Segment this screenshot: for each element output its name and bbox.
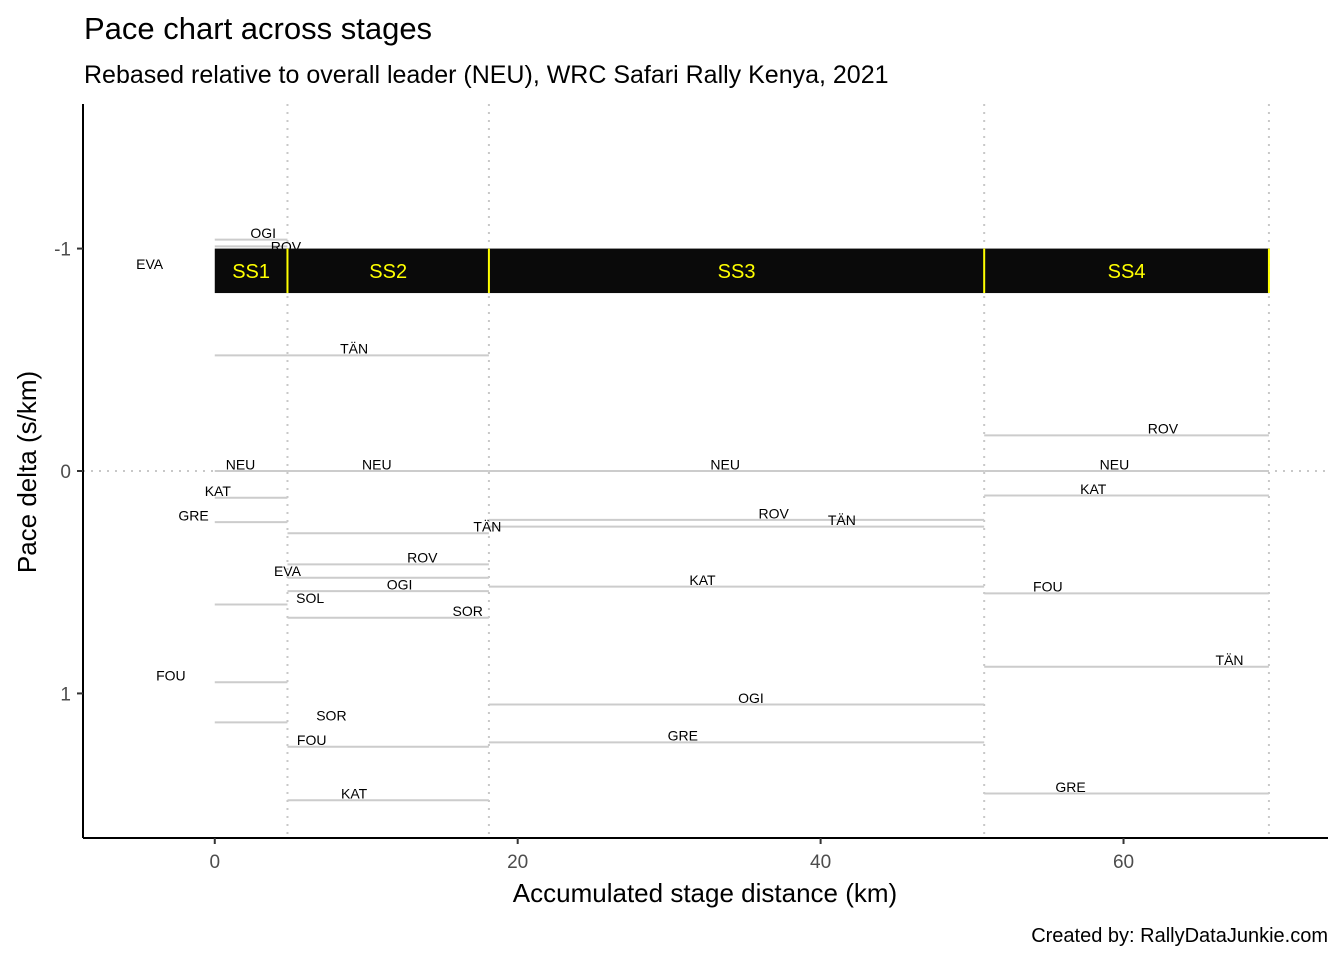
stage-label-ss1: SS1 xyxy=(232,261,270,283)
segment-label-ss3-rov: ROV xyxy=(758,505,789,521)
segment-label-ss2-tän: TÄN xyxy=(340,341,368,357)
segment-label-ss1-gre: GRE xyxy=(178,507,208,523)
segment-label-ss1-kat: KAT xyxy=(205,483,232,499)
stage-bar xyxy=(214,248,1269,294)
segment-label-ss1-neu: NEU xyxy=(226,456,256,472)
stage-label-ss4: SS4 xyxy=(1108,261,1146,283)
segment-label-ss4-tän: TÄN xyxy=(1216,652,1244,668)
stage-label-ss3: SS3 xyxy=(718,261,756,283)
x-tick-label-40: 40 xyxy=(810,852,831,873)
segment-label-ss1-sor: SOR xyxy=(316,708,346,724)
segment-label-ss2-neu: NEU xyxy=(362,456,392,472)
segment-label-ss3-ogi: OGI xyxy=(738,690,764,706)
segment-label-ss2-fou: FOU xyxy=(297,732,327,748)
segment-label-ss2-eva: EVA xyxy=(274,563,302,579)
segment-label-ss1-ogi: OGI xyxy=(250,225,276,241)
segment-label-ss1-eva: EVA xyxy=(136,256,164,272)
segment-label-ss2-sor: SOR xyxy=(453,603,483,619)
segment-label-ss1-sol: SOL xyxy=(296,590,324,606)
segment-label-ss3-tän: TÄN xyxy=(828,512,856,528)
x-tick-label-0: 0 xyxy=(209,852,220,873)
segment-label-ss3-gre: GRE xyxy=(668,728,698,744)
segment-label-ss4-rov: ROV xyxy=(1148,421,1179,437)
segment-label-ss3-kat: KAT xyxy=(689,572,716,588)
y-tick-label-0: 0 xyxy=(60,462,71,483)
segment-label-ss4-kat: KAT xyxy=(1080,481,1107,497)
stage-label-ss2: SS2 xyxy=(369,261,407,283)
plot-area: OGI ROV EVA NEU KAT GRE SOL FOU SOR TÄN NEU TÄN ROV E… xyxy=(54,104,1328,873)
y-tick-label-1: 1 xyxy=(60,684,71,705)
chart-subtitle: Rebased relative to overall leader (NEU)… xyxy=(84,61,889,89)
segment-label-ss3-neu: NEU xyxy=(710,456,740,472)
x-tick-label-20: 20 xyxy=(507,852,528,873)
chart-title: Pace chart across stages xyxy=(84,11,432,46)
segment-label-ss4-neu: NEU xyxy=(1100,456,1130,472)
segment-label-ss4-fou: FOU xyxy=(1033,579,1063,595)
segment-label-ss2-rov: ROV xyxy=(407,550,438,566)
segment-label-ss2-tän: TÄN xyxy=(473,519,501,535)
x-axis-title: Accumulated stage distance (km) xyxy=(513,878,897,908)
chart-caption: Created by: RallyDataJunkie.com xyxy=(1031,925,1328,947)
y-axis-title: Pace delta (s/km) xyxy=(12,371,42,573)
segment-label-ss2-ogi: OGI xyxy=(387,576,413,592)
x-tick-label-60: 60 xyxy=(1113,852,1134,873)
segment-label-ss4-gre: GRE xyxy=(1055,779,1085,795)
segment-label-ss1-fou: FOU xyxy=(156,668,186,684)
segment-label-ss2-kat: KAT xyxy=(341,786,368,802)
y-tick-label--1: -1 xyxy=(54,240,71,261)
